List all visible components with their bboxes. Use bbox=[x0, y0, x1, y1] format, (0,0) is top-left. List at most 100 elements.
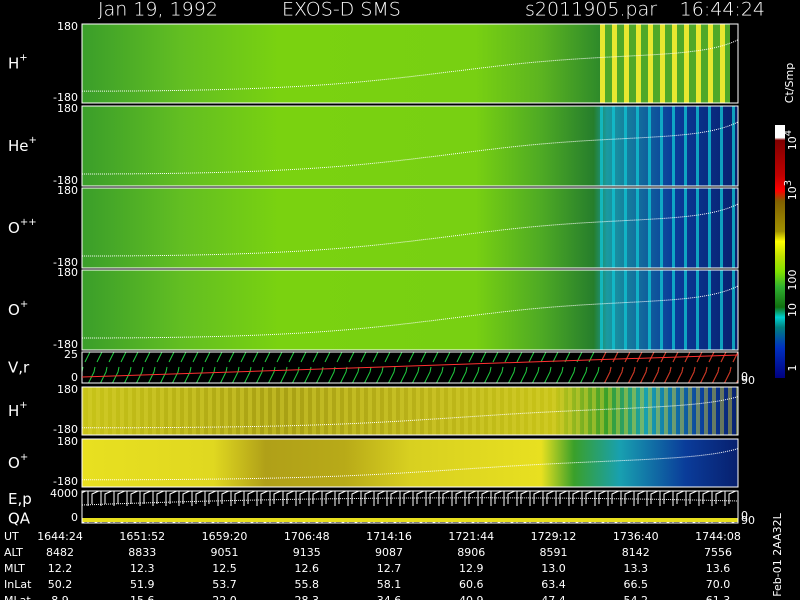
trace-line bbox=[81, 203, 739, 257]
tick-label-bottom: -180 bbox=[53, 256, 78, 269]
trace-line bbox=[81, 285, 739, 339]
table-cell: 1706:48 bbox=[284, 530, 330, 543]
table-cell: 12.9 bbox=[459, 562, 484, 575]
panel-frame bbox=[81, 105, 739, 187]
panel-overlay bbox=[600, 188, 738, 268]
colorbar-label: 100 bbox=[786, 270, 799, 291]
table-cell: 47.4 bbox=[541, 594, 566, 600]
trace-line bbox=[81, 39, 739, 92]
panel-frame bbox=[81, 269, 739, 351]
table-cell: 40.9 bbox=[459, 594, 484, 600]
panel-label: He+ bbox=[8, 135, 37, 155]
trace-line bbox=[81, 354, 739, 378]
panel-frame bbox=[81, 351, 739, 384]
table-cell: 8591 bbox=[540, 546, 568, 559]
table-cell: 15.6 bbox=[130, 594, 155, 600]
tick-label-top: 180 bbox=[57, 184, 78, 197]
table-row-label: InLat bbox=[4, 578, 32, 591]
title-time: 16:44:24 bbox=[680, 0, 765, 21]
right-tick-bottom: 0 bbox=[741, 509, 748, 522]
colorbar-label-base: 10 bbox=[786, 136, 799, 150]
table-cell: 34.6 bbox=[377, 594, 402, 600]
table-cell: 12.7 bbox=[377, 562, 402, 575]
colorbar-label: 1 bbox=[786, 365, 799, 372]
colorbar-label: 104 bbox=[783, 130, 799, 150]
colorbar-unit: Ct/Smp bbox=[783, 63, 796, 103]
table-cell: 12.6 bbox=[295, 562, 320, 575]
trace-line bbox=[81, 121, 739, 175]
tick-label-top: 25 bbox=[64, 348, 78, 361]
panel-label: O+ bbox=[8, 452, 28, 472]
tick-label-bottom: -180 bbox=[53, 475, 78, 488]
table-cell: 8833 bbox=[128, 546, 156, 559]
panel-frame bbox=[81, 23, 739, 104]
panel-label-text: O bbox=[8, 454, 20, 472]
table-cell: 50.2 bbox=[48, 578, 73, 591]
tick-label-bottom: 0 bbox=[71, 371, 78, 384]
table-cell: 1644:24 bbox=[37, 530, 83, 543]
panel-label-sup: ++ bbox=[20, 217, 37, 228]
panel-overlay bbox=[600, 106, 738, 186]
colorbar-label: 10 bbox=[786, 303, 799, 317]
table-cell: 53.7 bbox=[212, 578, 237, 591]
table-cell: 12.2 bbox=[48, 562, 73, 575]
right-tick-top: 90 bbox=[741, 374, 755, 387]
title-date: Jan 19, 1992 bbox=[98, 0, 218, 21]
colorbar-label-exp: 4 bbox=[783, 130, 794, 136]
table-cell: 58.1 bbox=[377, 578, 402, 591]
tick-label-top: 180 bbox=[57, 102, 78, 115]
tick-label-bottom: -180 bbox=[53, 174, 78, 187]
panel-frame bbox=[81, 187, 739, 269]
right-tick-bottom: 0 bbox=[741, 370, 748, 383]
panel-label-text: He bbox=[8, 137, 29, 155]
panel-background bbox=[82, 439, 738, 487]
table-cell: 12.3 bbox=[130, 562, 155, 575]
panel-label: O+ bbox=[8, 299, 28, 319]
table-cell: 9135 bbox=[293, 546, 321, 559]
tick-label-bottom: -180 bbox=[53, 423, 78, 436]
right-tick-top: 90 bbox=[741, 514, 755, 527]
panel-frame bbox=[81, 438, 739, 488]
tick-label-bottom: -180 bbox=[53, 91, 78, 104]
colorbar-label-exp: 3 bbox=[783, 180, 794, 186]
table-cell: 60.6 bbox=[459, 578, 484, 591]
panel-label: E,p bbox=[8, 490, 32, 508]
panel-label-text: H bbox=[8, 402, 19, 420]
table-cell: 7556 bbox=[704, 546, 732, 559]
panel-label: H+ bbox=[8, 53, 28, 73]
table-cell: 12.5 bbox=[212, 562, 237, 575]
panel-label-2: QA bbox=[8, 510, 31, 528]
table-cell: 61.3 bbox=[706, 594, 731, 600]
table-cell: 13.0 bbox=[541, 562, 566, 575]
table-cell: 8142 bbox=[622, 546, 650, 559]
panel-label-sup: + bbox=[19, 53, 27, 64]
table-cell: 1736:40 bbox=[613, 530, 659, 543]
panel-blank bbox=[730, 24, 738, 103]
tick-label-top: 180 bbox=[57, 266, 78, 279]
table-cell: 63.4 bbox=[541, 578, 566, 591]
panel-label-text: O bbox=[8, 219, 20, 237]
panel-label: V,r bbox=[8, 358, 30, 376]
table-cell: 1721:44 bbox=[448, 530, 494, 543]
tick-label-top: 180 bbox=[57, 383, 78, 396]
panel-frame bbox=[81, 490, 739, 524]
table-cell: 8482 bbox=[46, 546, 74, 559]
tick-label-top: 180 bbox=[57, 435, 78, 448]
panel-frame bbox=[81, 386, 739, 436]
table-cell: 22.0 bbox=[212, 594, 237, 600]
panel-label-sup: + bbox=[19, 400, 27, 411]
table-cell: 51.9 bbox=[130, 578, 155, 591]
panel-overlay bbox=[600, 270, 738, 350]
table-cell: 54.2 bbox=[624, 594, 649, 600]
table-cell: 1744:08 bbox=[695, 530, 741, 543]
colorbar bbox=[775, 125, 785, 378]
panel-label: H+ bbox=[8, 400, 28, 420]
table-cell: 28.3 bbox=[295, 594, 320, 600]
table-row-label: MLT bbox=[4, 562, 25, 575]
panel-label-sup: + bbox=[20, 452, 28, 463]
panel-overlay-red bbox=[600, 352, 738, 383]
table-row-label: UT bbox=[4, 530, 19, 543]
table-cell: 9051 bbox=[211, 546, 239, 559]
table-cell: 70.0 bbox=[706, 578, 731, 591]
